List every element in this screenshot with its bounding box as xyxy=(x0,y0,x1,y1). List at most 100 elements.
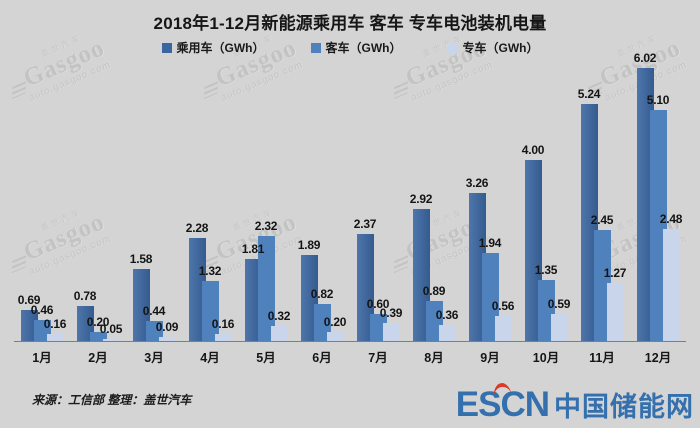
bar-group-2月: 0.78 0.20 0.05 xyxy=(70,60,126,341)
legend-label: 乘用车（GWh） xyxy=(176,41,265,55)
bar-7月-series1: 0.60 xyxy=(367,297,389,341)
value-label: 0.20 xyxy=(323,315,347,329)
bar-5月-series2: 0.32 xyxy=(268,309,290,341)
bar-5月-series0: 1.81 xyxy=(242,242,264,341)
value-label: 0.20 xyxy=(86,315,110,329)
legend-item-1: 客车（GWh） xyxy=(310,39,402,56)
bar-4月-series1: 1.32 xyxy=(199,264,221,341)
x-axis-label-4月: 4月 xyxy=(200,351,220,365)
value-label: 1.35 xyxy=(534,263,558,277)
bar-1月-series1: 0.46 xyxy=(31,303,53,341)
x-axis-label-2月: 2月 xyxy=(88,351,108,365)
bar-7月-series2: 0.39 xyxy=(380,306,402,341)
bar-10月-series2: 0.59 xyxy=(548,297,570,341)
bar-3月-series1: 0.44 xyxy=(143,304,165,341)
escn-logo: ESCN 中国储能网 xyxy=(455,381,694,425)
value-label: 1.89 xyxy=(297,238,321,252)
value-label: 4.00 xyxy=(521,143,545,157)
value-label: 0.16 xyxy=(43,317,67,331)
value-label: 0.69 xyxy=(17,293,41,307)
value-label: 1.81 xyxy=(241,242,265,256)
x-axis-label-7月: 7月 xyxy=(368,351,388,365)
bar-group-7月: 2.37 0.60 0.39 xyxy=(350,60,406,341)
bar-5月-series1: 2.32 xyxy=(255,219,277,341)
x-axis-labels: 1月 2月 3月 4月 5月 6月 7月 8月 9月 10月 11月 12月 xyxy=(14,347,686,366)
bar-1月-series2: 0.16 xyxy=(44,317,66,341)
bar-10月-series0: 4.00 xyxy=(522,143,544,341)
chart-title: 2018年1-12月新能源乘用车 客车 专车电池装机电量 xyxy=(153,14,547,33)
value-label: 0.09 xyxy=(155,320,179,334)
value-label: 0.89 xyxy=(422,284,446,298)
legend-swatch-icon xyxy=(447,42,458,53)
value-label: 1.32 xyxy=(198,264,222,278)
bar-4月-series0: 2.28 xyxy=(186,221,208,341)
x-axis-label-10月: 10月 xyxy=(532,351,560,365)
legend-swatch-icon xyxy=(310,42,321,53)
bar-10月-series1: 1.35 xyxy=(535,263,557,341)
x-axis-label-6月: 6月 xyxy=(312,351,332,365)
value-label: 2.48 xyxy=(659,212,683,226)
value-label: 1.58 xyxy=(129,252,153,266)
bar-8月-series2: 0.36 xyxy=(436,308,458,341)
legend-label: 专车（GWh） xyxy=(462,41,539,55)
bar-group-10月: 4.00 1.35 0.59 xyxy=(518,60,574,341)
bar-2月-series0: 0.78 xyxy=(74,289,96,341)
value-label: 3.26 xyxy=(465,176,489,190)
value-label: 5.24 xyxy=(577,87,601,101)
bar-group-11月: 5.24 2.45 1.27 xyxy=(574,60,630,341)
bar-12月-series2: 2.48 xyxy=(660,212,682,341)
bar-3月-series0: 1.58 xyxy=(130,252,152,341)
value-label: 5.10 xyxy=(646,93,670,107)
bar-7月-series0: 2.37 xyxy=(354,217,376,341)
value-label: 6.02 xyxy=(633,51,657,65)
source-note: 来源：工信部 整理：盖世汽车 xyxy=(32,393,192,407)
bar-12月-series0: 6.02 xyxy=(634,51,656,341)
bar-group-4月: 2.28 1.32 0.16 xyxy=(182,60,238,341)
escn-chinese-name: 中国储能网 xyxy=(554,392,694,422)
bar-6月-series2: 0.20 xyxy=(324,315,346,341)
legend-label: 客车（GWh） xyxy=(325,41,402,55)
value-label: 2.32 xyxy=(254,219,278,233)
bar-group-9月: 3.26 1.94 0.56 xyxy=(462,60,518,341)
x-axis-label-3月: 3月 xyxy=(144,351,164,365)
legend-item-0: 乘用车（GWh） xyxy=(161,39,265,56)
value-label: 1.94 xyxy=(478,236,502,250)
legend-item-2: 专车（GWh） xyxy=(447,39,539,56)
value-label: 0.46 xyxy=(30,303,54,317)
bar-2月-series2: 0.05 xyxy=(100,322,122,341)
bar-3月-series2: 0.09 xyxy=(156,320,178,341)
x-axis-label-8月: 8月 xyxy=(424,351,444,365)
value-label: 2.45 xyxy=(590,213,614,227)
value-label: 1.27 xyxy=(603,266,627,280)
bar-group-6月: 1.89 0.82 0.20 xyxy=(294,60,350,341)
bar-1月-series0: 0.69 xyxy=(18,293,40,341)
bar-group-3月: 1.58 0.44 0.09 xyxy=(126,60,182,341)
bar-11月-series0: 5.24 xyxy=(578,87,600,341)
bar-11月-series1: 2.45 xyxy=(591,213,613,341)
x-axis-label-9月: 9月 xyxy=(480,351,500,365)
bar-8月-series1: 0.89 xyxy=(423,284,445,341)
value-label: 0.60 xyxy=(366,297,390,311)
bar-4月-series2: 0.16 xyxy=(212,317,234,341)
escn-wordmark-wrap: ESCN xyxy=(455,381,550,425)
legend-swatch-icon xyxy=(161,42,172,53)
x-axis-label-5月: 5月 xyxy=(256,351,276,365)
bar-12月-series1: 5.10 xyxy=(647,93,669,341)
value-label: 0.05 xyxy=(99,322,123,336)
bar-2月-series1: 0.20 xyxy=(87,315,109,341)
chart-legend: 乘用车（GWh） 客车（GWh） 专车（GWh） xyxy=(0,39,700,56)
value-label: 2.28 xyxy=(185,221,209,235)
bar-9月-series1: 1.94 xyxy=(479,236,501,341)
escn-wordmark: ESCN xyxy=(455,385,550,424)
bar-9月-series0: 3.26 xyxy=(466,176,488,341)
x-axis-label-11月: 11月 xyxy=(589,351,615,365)
bar-6月-series1: 0.82 xyxy=(311,287,333,341)
x-axis-label-1月: 1月 xyxy=(32,351,52,365)
bar-group-8月: 2.92 0.89 0.36 xyxy=(406,60,462,341)
value-label: 0.39 xyxy=(379,306,403,320)
value-label: 2.92 xyxy=(409,192,433,206)
bar-11月-series2: 1.27 xyxy=(604,266,626,341)
value-label: 0.78 xyxy=(73,289,97,303)
bar-8月-series0: 2.92 xyxy=(410,192,432,341)
